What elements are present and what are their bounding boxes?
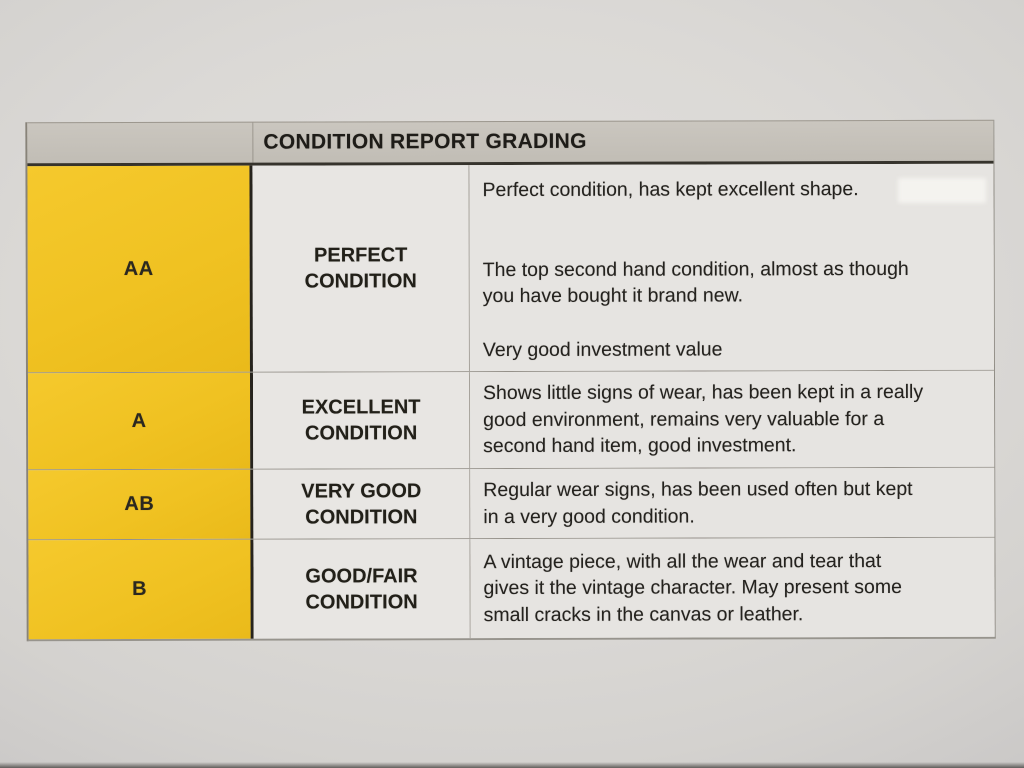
grade-cell: AA — [27, 165, 253, 373]
grade-cell: B — [28, 539, 254, 640]
condition-grading-table: CONDITION REPORT GRADING AA PERFECT COND… — [25, 119, 996, 642]
table-header-row: CONDITION REPORT GRADING — [27, 119, 994, 167]
description-paragraph: Regular wear signs, has been used often … — [483, 477, 913, 528]
table-row: AB VERY GOOD CONDITION Regular wear sign… — [28, 466, 995, 540]
grade-label: AB — [124, 492, 155, 516]
grade-cell: AB — [28, 469, 254, 540]
table-row: A EXCELLENT CONDITION Shows little signs… — [27, 369, 995, 470]
description-cell: Regular wear signs, has been used often … — [470, 467, 995, 539]
table-row: B GOOD/FAIR CONDITION A vintage piece, w… — [28, 536, 995, 640]
description-cell: Shows little signs of wear, has been kep… — [469, 370, 995, 469]
description-paragraph: Shows little signs of wear, has been kep… — [483, 381, 924, 458]
condition-cell: PERFECT CONDITION — [252, 165, 470, 372]
grade-cell: A — [27, 372, 254, 470]
condition-cell: EXCELLENT CONDITION — [252, 372, 471, 469]
grade-label: AA — [123, 257, 154, 280]
description-paragraph: Perfect condition, has kept excellent sh… — [482, 178, 859, 202]
condition-cell: VERY GOOD CONDITION — [253, 469, 471, 539]
description-paragraph: A vintage piece, with all the wear and t… — [483, 549, 902, 626]
description-paragraph: The top second hand condition, almost as… — [482, 257, 909, 308]
table-header-empty-cell — [27, 122, 254, 164]
grade-label: A — [131, 409, 147, 432]
description-cell: A vintage piece, with all the wear and t… — [470, 537, 995, 639]
table-title: CONDITION REPORT GRADING — [263, 129, 587, 154]
grade-label: B — [132, 577, 148, 600]
description-paragraph: Very good investment value — [482, 337, 723, 361]
table-row: AA PERFECT CONDITION Perfect condition, … — [27, 163, 994, 373]
condition-cell: GOOD/FAIR CONDITION — [253, 539, 471, 639]
description-cell: Perfect condition, has kept excellent sh… — [469, 163, 994, 372]
